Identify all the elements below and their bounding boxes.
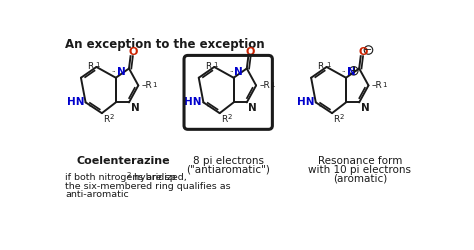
Text: –R: –R	[372, 81, 383, 90]
Text: 1: 1	[383, 82, 387, 87]
Text: ··: ··	[111, 69, 116, 75]
Text: 1: 1	[213, 62, 218, 68]
Text: HN: HN	[66, 98, 84, 108]
Text: –R: –R	[259, 81, 270, 90]
Text: the six-membered ring qualifies as: the six-membered ring qualifies as	[65, 182, 231, 191]
Text: 2: 2	[340, 114, 344, 120]
Text: ··: ··	[206, 104, 210, 110]
Text: N: N	[130, 103, 139, 113]
Text: hybridized,: hybridized,	[130, 173, 186, 182]
Text: with 10 pi electrons: with 10 pi electrons	[309, 165, 411, 175]
Text: (aromatic): (aromatic)	[333, 174, 387, 184]
Text: ("antiaromatic"): ("antiaromatic")	[186, 165, 270, 175]
Text: O: O	[358, 47, 368, 57]
Text: O: O	[128, 47, 137, 57]
Text: ··: ··	[88, 104, 92, 110]
Text: R: R	[103, 116, 109, 124]
Text: HN: HN	[184, 98, 202, 108]
Text: −: −	[365, 45, 373, 55]
Text: HN: HN	[297, 98, 314, 108]
Text: 2: 2	[109, 114, 114, 120]
Text: anti-aromatic: anti-aromatic	[65, 190, 129, 199]
Text: 1: 1	[96, 62, 100, 68]
Text: ··: ··	[229, 69, 234, 75]
Text: N: N	[248, 103, 257, 113]
Text: O: O	[246, 47, 255, 57]
Text: 1: 1	[152, 82, 157, 87]
Text: R: R	[87, 62, 93, 71]
Text: 1: 1	[326, 62, 330, 68]
Text: R: R	[334, 116, 340, 124]
Text: if both nitrogens are sp: if both nitrogens are sp	[65, 173, 176, 182]
Text: Resonance form: Resonance form	[318, 156, 402, 166]
Text: N: N	[235, 67, 243, 77]
Text: 1: 1	[270, 82, 274, 87]
Text: R: R	[205, 62, 211, 71]
Text: N: N	[361, 103, 369, 113]
Text: +: +	[350, 66, 357, 75]
Text: 2: 2	[127, 172, 131, 178]
Text: An exception to the exception: An exception to the exception	[65, 38, 265, 52]
Text: –R: –R	[141, 81, 152, 90]
Text: ··: ··	[341, 69, 346, 75]
Text: N: N	[347, 67, 356, 77]
Text: R: R	[317, 62, 324, 71]
Text: Coelenterazine: Coelenterazine	[76, 156, 170, 166]
Text: R: R	[221, 116, 228, 124]
Text: ··: ··	[318, 104, 323, 110]
Text: 8 pi electrons: 8 pi electrons	[193, 156, 264, 166]
Text: N: N	[117, 67, 125, 77]
Text: 2: 2	[228, 114, 232, 120]
